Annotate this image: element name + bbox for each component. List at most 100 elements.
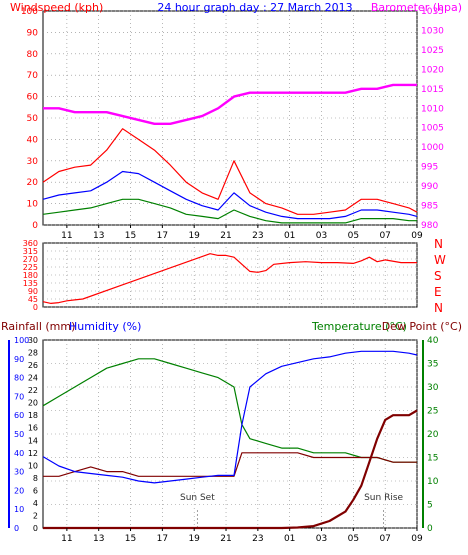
y-tick-label: 100: [14, 336, 29, 345]
y-tick-label: 135: [23, 279, 38, 288]
y-tick-label: 0: [14, 524, 19, 533]
y-tick-label: 1030: [421, 26, 444, 36]
y-tick-label: 0: [32, 221, 38, 231]
y-tick-label: 40: [27, 135, 39, 145]
series-layer: [42, 350, 418, 530]
series-layer: [42, 83, 418, 224]
y-tick-label: 10: [14, 505, 24, 514]
right-y-ticks: 0 5 10 15 20 25 30 35 40: [427, 336, 439, 534]
y-tick-label: 90: [28, 287, 38, 296]
y-tick-label: 30: [14, 468, 24, 477]
y-tick-label: 10: [28, 461, 38, 470]
y-tick-label: 28: [28, 349, 38, 358]
y-tick-label: 980: [421, 221, 438, 231]
y-tick-label: 40: [427, 336, 439, 346]
y-tick-label: 30: [427, 383, 439, 393]
direction-label: S: [434, 269, 442, 283]
x-ticks: 11 13 15 17 19 21 23 01 03 05 07 09: [61, 528, 423, 544]
x-tick-label: 19: [188, 534, 200, 544]
y-tick-label: 60: [27, 93, 39, 103]
direction-label: N: [434, 237, 443, 251]
x-tick-label: 11: [61, 231, 72, 241]
direction-label: W: [434, 253, 446, 267]
y-tick-label: 90: [27, 28, 39, 38]
grid: [43, 242, 418, 308]
y-tick-label: 40: [14, 449, 24, 458]
y-tick-label: 20: [27, 178, 39, 188]
temperature-line: [42, 358, 417, 463]
annotation-sun-set: Sun Set: [180, 493, 215, 503]
chart-title: 24 hour graph day : 27 March 2013: [157, 1, 352, 14]
y-tick-label: 6: [33, 486, 38, 495]
y-tick-label: 1025: [421, 46, 444, 56]
y-tick-label: 30: [27, 157, 39, 167]
y-tick-label: 995: [421, 163, 438, 173]
y-tick-label: 14: [28, 436, 38, 445]
x-tick-label: 23: [252, 534, 263, 544]
y-tick-label: 0: [427, 524, 433, 534]
series-layer: [42, 253, 417, 304]
y-tick-label: 270: [23, 255, 38, 264]
y-tick-label: 20: [427, 430, 439, 440]
wind-barometer-panel: Windspeed (kph) 24 hour graph day : 27 M…: [10, 1, 462, 241]
y-tick-label: 60: [14, 411, 24, 420]
y-tick-label: 80: [14, 374, 24, 383]
y-tick-label: 1010: [421, 104, 444, 114]
x-ticks: 11 13 15 17 19 21 23 01 03 05 07 09: [61, 225, 423, 241]
x-tick-label: 09: [411, 534, 423, 544]
x-tick-label: 07: [379, 231, 390, 241]
y-tick-label: 26: [28, 361, 38, 370]
annotation-sun-rise: Sun Rise: [364, 493, 403, 503]
left-axis-label: Windspeed (kph): [10, 1, 103, 14]
y-tick-label: 20: [28, 399, 38, 408]
temperature-humidity-panel: Sun Set Sun Rise Rainfall (mm) Humidity (…: [1, 320, 462, 544]
y-tick-label: 225: [23, 263, 38, 272]
barometer-hpa-line: [43, 83, 417, 126]
x-tick-label: 07: [379, 534, 390, 544]
x-tick-label: 09: [411, 231, 423, 241]
y-tick-label: 5: [427, 501, 433, 511]
y-tick-label: 70: [14, 392, 24, 401]
annotations: Sun Set Sun Rise: [180, 493, 404, 528]
x-tick-label: 01: [284, 231, 295, 241]
y-tick-label: 0: [33, 303, 38, 312]
humidity-line: [42, 350, 418, 484]
x-tick-label: 03: [316, 534, 327, 544]
grid: [43, 339, 418, 529]
y-tick-label: 35: [427, 360, 438, 370]
y-tick-label: 25: [427, 407, 438, 417]
y-tick-label: 45: [28, 295, 38, 304]
x-tick-label: 13: [93, 534, 104, 544]
right-axis-label: Barometer (hpa): [371, 1, 462, 14]
y-tick-label: 90: [14, 355, 24, 364]
direction-label: E: [434, 285, 442, 299]
y-tick-label: 1000: [421, 143, 444, 153]
y-tick-label: 50: [14, 430, 24, 439]
y-tick-label: 315: [23, 247, 38, 256]
y-tick-label: 22: [28, 386, 38, 395]
y-tick-label: 100: [21, 7, 38, 17]
y-tick-label: 15: [427, 454, 438, 464]
y-tick-label: 50: [27, 114, 39, 124]
x-tick-label: 21: [220, 534, 231, 544]
y-tick-label: 0: [33, 524, 38, 533]
y-tick-label: 10: [27, 200, 39, 210]
direction-label: N: [434, 301, 443, 315]
windspeed-avg-line: [42, 170, 418, 220]
y-tick-label: 1035: [421, 7, 444, 17]
x-tick-label: 17: [157, 231, 168, 241]
x-tick-label: 05: [348, 231, 359, 241]
y-tick-label: 70: [27, 71, 39, 81]
windspeed-gust-line: [42, 128, 418, 215]
y-tick-label: 30: [28, 336, 38, 345]
x-tick-label: 17: [157, 534, 168, 544]
temperature-label: Temperature (°C): [311, 320, 407, 333]
y-tick-label: 8: [33, 474, 38, 483]
y-tick-label: 360: [23, 239, 38, 248]
x-tick-label: 13: [93, 231, 104, 241]
y-tick-label: 4: [33, 499, 38, 508]
